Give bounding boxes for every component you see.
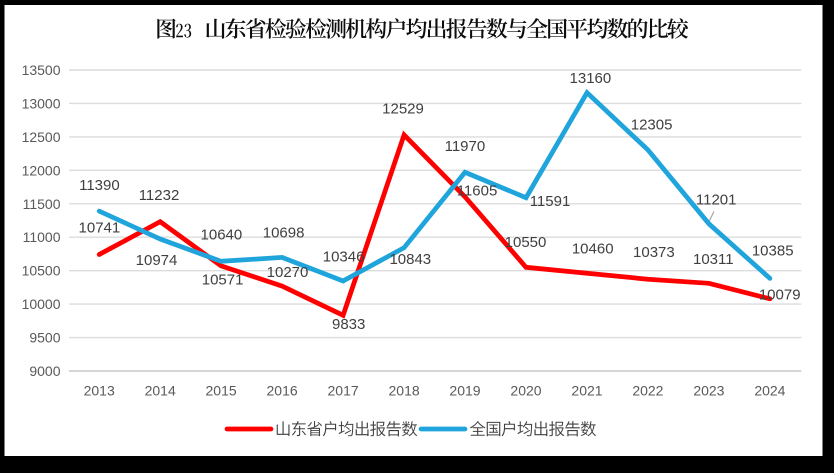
svg-text:10346: 10346: [323, 249, 365, 266]
svg-text:12305: 12305: [631, 117, 673, 134]
svg-text:2020: 2020: [510, 383, 541, 399]
svg-text:10000: 10000: [22, 296, 61, 312]
svg-text:11232: 11232: [139, 187, 180, 204]
svg-text:10843: 10843: [389, 251, 431, 268]
svg-text:11605: 11605: [457, 182, 498, 199]
svg-text:13500: 13500: [22, 62, 61, 78]
svg-text:2017: 2017: [328, 383, 359, 399]
svg-text:11500: 11500: [23, 196, 61, 212]
svg-text:2024: 2024: [754, 383, 785, 399]
svg-text:13000: 13000: [22, 95, 61, 111]
svg-text:11000: 11000: [23, 229, 61, 245]
svg-text:9000: 9000: [29, 363, 60, 379]
svg-text:10640: 10640: [201, 226, 243, 243]
svg-text:10311: 10311: [693, 251, 734, 268]
svg-text:2019: 2019: [449, 383, 480, 399]
svg-text:2021: 2021: [571, 383, 602, 399]
svg-text:11591: 11591: [530, 193, 571, 210]
svg-text:2013: 2013: [84, 383, 115, 399]
svg-text:13160: 13160: [570, 70, 612, 87]
svg-text:11970: 11970: [445, 138, 486, 155]
svg-text:2022: 2022: [632, 383, 663, 399]
svg-text:12529: 12529: [382, 100, 424, 117]
svg-text:10741: 10741: [79, 219, 121, 236]
svg-text:10373: 10373: [633, 244, 675, 261]
svg-text:10079: 10079: [759, 287, 801, 304]
svg-text:2015: 2015: [206, 383, 237, 399]
svg-text:2018: 2018: [389, 383, 420, 399]
svg-text:9833: 9833: [332, 316, 365, 333]
svg-text:9500: 9500: [29, 330, 60, 346]
svg-text:2016: 2016: [267, 383, 298, 399]
svg-text:11390: 11390: [79, 177, 120, 194]
svg-text:2023: 2023: [693, 383, 724, 399]
svg-text:10698: 10698: [263, 224, 305, 241]
svg-text:10270: 10270: [267, 264, 309, 281]
svg-text:10571: 10571: [202, 271, 244, 288]
svg-text:2014: 2014: [145, 383, 176, 399]
svg-text:11201: 11201: [696, 191, 737, 208]
svg-text:10550: 10550: [505, 234, 547, 251]
svg-text:10500: 10500: [22, 263, 61, 279]
svg-text:12500: 12500: [22, 129, 61, 145]
svg-text:10385: 10385: [752, 243, 794, 260]
svg-text:12000: 12000: [22, 162, 61, 178]
svg-text:10460: 10460: [572, 240, 614, 257]
svg-text:10974: 10974: [136, 252, 178, 269]
